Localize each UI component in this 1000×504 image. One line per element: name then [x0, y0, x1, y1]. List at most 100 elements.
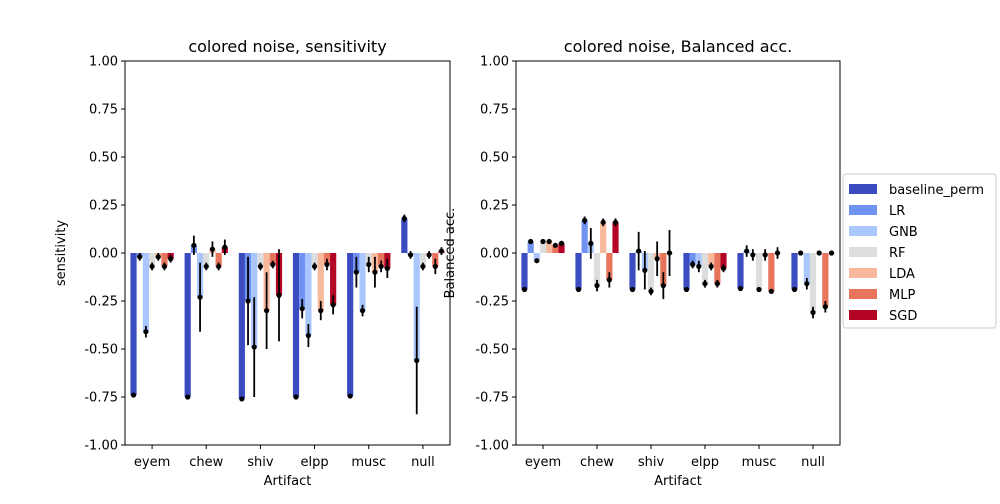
x-tick-label: null	[801, 455, 825, 470]
y-axis-label: Balanced acc.	[443, 208, 458, 299]
mean-point	[239, 396, 245, 402]
mean-point	[558, 240, 565, 246]
y-tick-label: -1.00	[475, 439, 509, 454]
y-tick-label: 0.75	[89, 103, 118, 118]
mean-point	[737, 285, 744, 292]
bar	[539, 241, 547, 253]
mean-point	[822, 304, 828, 310]
x-tick-label: musc	[742, 455, 777, 470]
mean-point	[155, 254, 161, 260]
bar	[299, 253, 306, 309]
mean-point	[648, 288, 654, 294]
x-tick-label: elpp	[301, 455, 329, 470]
legend-swatch	[849, 184, 877, 194]
bar	[647, 253, 655, 292]
y-tick-label: -0.75	[84, 391, 118, 406]
mean-point	[804, 281, 810, 287]
bar	[359, 253, 366, 311]
bar	[347, 253, 354, 397]
mean-point	[636, 248, 642, 254]
chart-title: colored noise, Balanced acc.	[564, 37, 792, 56]
x-tick-label: shiv	[247, 455, 274, 470]
chart-title: colored noise, sensitivity	[188, 37, 386, 56]
mean-point	[311, 263, 318, 270]
mean-point	[384, 265, 390, 271]
bar	[809, 253, 817, 313]
legend-label: LDA	[889, 267, 915, 282]
bar	[546, 241, 553, 253]
mean-point	[774, 250, 781, 256]
bar	[184, 253, 191, 397]
legend-swatch	[849, 247, 877, 257]
y-tick-label: -0.50	[84, 343, 118, 358]
bar	[755, 253, 763, 290]
mean-point	[606, 277, 612, 283]
mean-point	[683, 286, 690, 293]
mean-point	[299, 306, 305, 312]
mean-point	[324, 261, 330, 268]
bar	[378, 253, 385, 267]
x-axis-label: Artifact	[654, 474, 702, 489]
legend-swatch	[849, 226, 877, 236]
y-tick-label: 0.25	[480, 199, 509, 214]
bar	[269, 253, 276, 265]
legend-label: GNB	[889, 225, 918, 240]
x-tick-label: eyem	[134, 455, 170, 470]
mean-point	[130, 392, 137, 398]
bar	[737, 253, 744, 289]
legend-swatch	[849, 268, 877, 278]
mean-point	[600, 219, 606, 225]
bar	[701, 253, 709, 284]
bar	[305, 253, 312, 336]
bar	[581, 220, 588, 253]
legend-label: SGD	[889, 309, 917, 324]
mean-point	[264, 308, 270, 314]
legend: baseline_perm LR GNB RF LDA MLP SGD	[842, 173, 997, 329]
y-tick-label: 0.00	[480, 247, 509, 262]
mean-point	[540, 238, 546, 245]
mean-point	[222, 244, 228, 250]
bar	[330, 253, 337, 305]
mean-point	[594, 283, 600, 289]
bar	[521, 253, 528, 290]
legend-label: baseline_perm	[889, 183, 984, 198]
bar	[311, 253, 318, 267]
mean-point	[161, 263, 168, 270]
mean-point	[690, 261, 696, 268]
x-tick-label: eyem	[525, 455, 561, 470]
mean-point	[575, 286, 582, 293]
bar	[161, 253, 168, 267]
bar	[803, 253, 810, 284]
mean-point	[702, 281, 708, 287]
legend-swatch	[849, 310, 877, 320]
x-axis-label: Artifact	[264, 474, 312, 489]
mean-point	[582, 217, 588, 223]
y-tick-label: 1.00	[480, 55, 509, 70]
mean-point	[209, 246, 216, 252]
mean-point	[642, 267, 648, 273]
mean-point	[372, 269, 378, 275]
x-tick-label: shiv	[638, 455, 665, 470]
mean-point	[276, 292, 282, 298]
x-tick-label: chew	[580, 455, 614, 470]
bar	[612, 222, 619, 253]
bar	[533, 253, 540, 261]
bar	[695, 253, 702, 267]
mean-point	[353, 269, 359, 275]
y-axis-label: sensitivity	[54, 220, 69, 287]
mean-point	[708, 263, 714, 270]
bar	[558, 243, 565, 253]
mean-point	[191, 242, 197, 248]
mean-point	[791, 286, 798, 293]
y-tick-label: -0.50	[475, 343, 509, 358]
bar	[606, 253, 613, 280]
mean-point	[810, 309, 816, 316]
x-tick-label: null	[411, 455, 435, 470]
mean-point	[197, 294, 203, 300]
mean-point	[534, 258, 540, 264]
mean-point	[203, 263, 209, 270]
legend-swatch	[849, 205, 877, 215]
mean-point	[257, 263, 264, 270]
